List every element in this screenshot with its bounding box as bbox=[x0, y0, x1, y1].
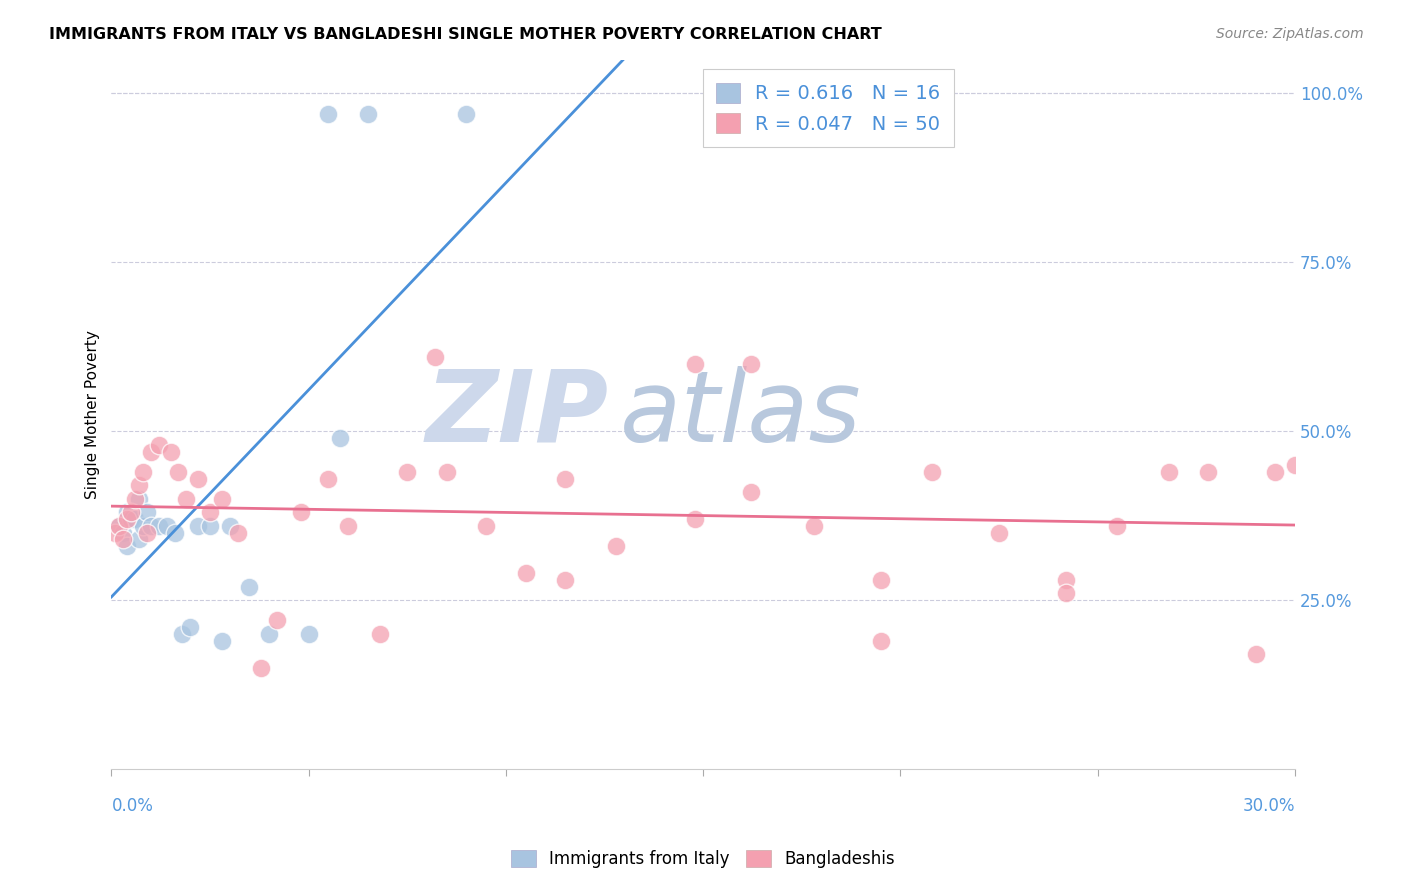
Point bbox=[290, 505, 312, 519]
Point bbox=[156, 518, 179, 533]
Point bbox=[1284, 458, 1306, 472]
Point bbox=[554, 573, 576, 587]
Legend: R = 0.616   N = 16, R = 0.047   N = 50: R = 0.616 N = 16, R = 0.047 N = 50 bbox=[703, 70, 953, 147]
Point bbox=[104, 525, 127, 540]
Text: atlas: atlas bbox=[620, 366, 862, 463]
Point bbox=[218, 518, 240, 533]
Text: ZIP: ZIP bbox=[426, 366, 609, 463]
Point bbox=[124, 491, 146, 506]
Text: 0.0%: 0.0% bbox=[111, 797, 153, 815]
Point bbox=[112, 525, 135, 540]
Point bbox=[869, 633, 891, 648]
Point bbox=[135, 525, 157, 540]
Text: Source: ZipAtlas.com: Source: ZipAtlas.com bbox=[1216, 27, 1364, 41]
Point bbox=[685, 357, 707, 371]
Point bbox=[396, 465, 419, 479]
Point bbox=[176, 491, 198, 506]
Point bbox=[148, 518, 170, 533]
Point bbox=[211, 491, 233, 506]
Point bbox=[198, 518, 221, 533]
Point bbox=[515, 566, 537, 581]
Point bbox=[475, 518, 498, 533]
Point bbox=[112, 533, 135, 547]
Point bbox=[298, 627, 321, 641]
Point bbox=[167, 465, 190, 479]
Point bbox=[187, 471, 209, 485]
Point bbox=[803, 518, 825, 533]
Point bbox=[128, 478, 150, 492]
Point bbox=[115, 512, 138, 526]
Point bbox=[250, 661, 273, 675]
Point bbox=[187, 518, 209, 533]
Point bbox=[115, 539, 138, 553]
Point bbox=[124, 512, 146, 526]
Point bbox=[1054, 586, 1077, 600]
Point bbox=[685, 512, 707, 526]
Point bbox=[238, 580, 260, 594]
Point bbox=[368, 627, 391, 641]
Point bbox=[988, 525, 1011, 540]
Point bbox=[120, 512, 142, 526]
Point bbox=[1054, 573, 1077, 587]
Point bbox=[135, 505, 157, 519]
Point bbox=[921, 465, 943, 479]
Point bbox=[163, 525, 186, 540]
Point bbox=[148, 438, 170, 452]
Point bbox=[337, 518, 360, 533]
Point bbox=[115, 505, 138, 519]
Point bbox=[1197, 465, 1219, 479]
Text: IMMIGRANTS FROM ITALY VS BANGLADESHI SINGLE MOTHER POVERTY CORRELATION CHART: IMMIGRANTS FROM ITALY VS BANGLADESHI SIN… bbox=[49, 27, 882, 42]
Point bbox=[132, 465, 155, 479]
Point bbox=[226, 525, 249, 540]
Point bbox=[869, 573, 891, 587]
Point bbox=[329, 431, 352, 445]
Point bbox=[740, 357, 762, 371]
Point bbox=[554, 471, 576, 485]
Point bbox=[436, 465, 458, 479]
Point bbox=[139, 518, 162, 533]
Point bbox=[139, 444, 162, 458]
Point bbox=[172, 627, 194, 641]
Point bbox=[211, 633, 233, 648]
Point bbox=[257, 627, 280, 641]
Point bbox=[740, 485, 762, 500]
Point bbox=[1244, 647, 1267, 661]
Point bbox=[318, 106, 340, 120]
Point bbox=[198, 505, 221, 519]
Text: 30.0%: 30.0% bbox=[1243, 797, 1295, 815]
Legend: Immigrants from Italy, Bangladeshis: Immigrants from Italy, Bangladeshis bbox=[505, 843, 901, 875]
Point bbox=[456, 106, 478, 120]
Point bbox=[605, 539, 627, 553]
Point bbox=[120, 505, 142, 519]
Point bbox=[318, 471, 340, 485]
Point bbox=[357, 106, 380, 120]
Point bbox=[423, 350, 446, 364]
Point bbox=[108, 518, 131, 533]
Point bbox=[128, 491, 150, 506]
Point bbox=[128, 533, 150, 547]
Point bbox=[1157, 465, 1180, 479]
Y-axis label: Single Mother Poverty: Single Mother Poverty bbox=[86, 330, 100, 499]
Point bbox=[159, 444, 181, 458]
Point bbox=[132, 518, 155, 533]
Point bbox=[108, 518, 131, 533]
Point bbox=[1264, 465, 1286, 479]
Point bbox=[1107, 518, 1129, 533]
Point bbox=[266, 614, 288, 628]
Point bbox=[179, 620, 201, 634]
